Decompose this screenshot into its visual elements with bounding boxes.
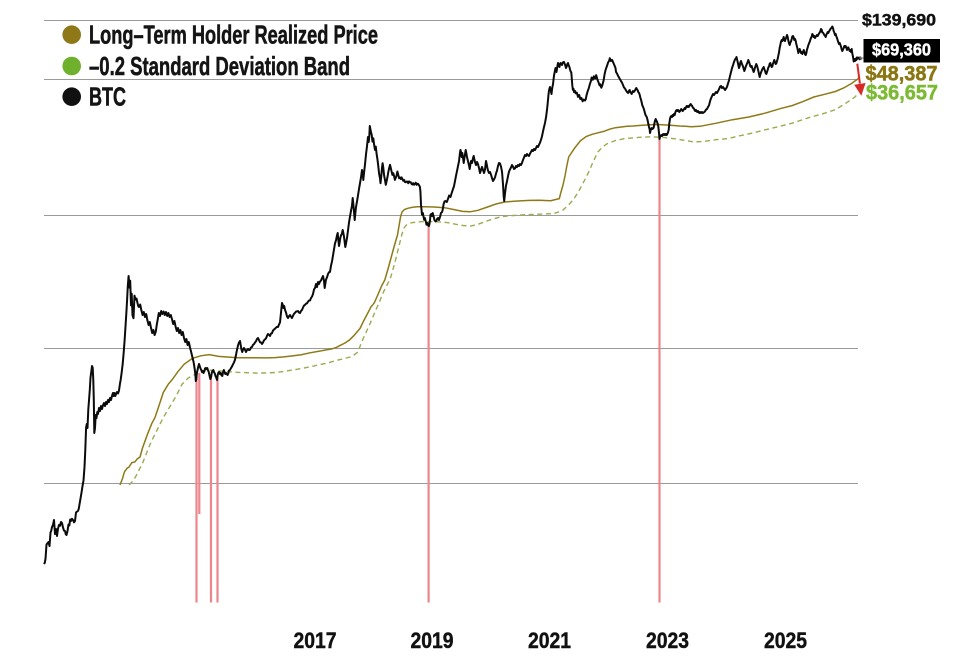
- svg-text:$139,690: $139,690: [862, 11, 936, 30]
- svg-text:2019: 2019: [411, 628, 454, 653]
- svg-text:BTC: BTC: [89, 82, 126, 112]
- svg-text:–0.2 Standard Deviation Band: –0.2 Standard Deviation Band: [89, 51, 350, 81]
- svg-text:2025: 2025: [764, 628, 807, 653]
- svg-text:$69,360: $69,360: [872, 40, 931, 60]
- svg-text:Long–Term Holder Realized Pric: Long–Term Holder Realized Price: [89, 20, 378, 50]
- svg-text:2021: 2021: [528, 628, 571, 653]
- svg-text:2017: 2017: [294, 628, 337, 653]
- svg-text:$36,657: $36,657: [866, 82, 938, 105]
- svg-text:$48,387: $48,387: [866, 63, 938, 86]
- svg-text:2023: 2023: [646, 628, 689, 653]
